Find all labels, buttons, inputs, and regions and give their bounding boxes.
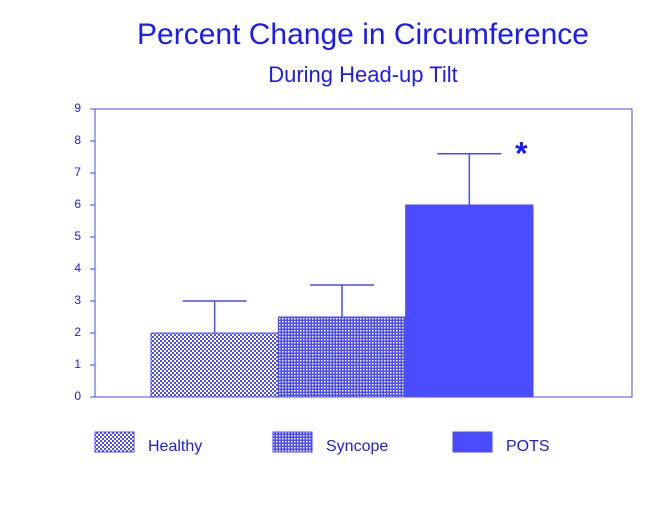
y-tick-label: 6: [74, 197, 81, 211]
y-tick-label: 9: [74, 101, 81, 115]
bar: [277, 316, 407, 398]
bar: [150, 332, 279, 398]
chart-subtitle: During Head-up Tilt: [268, 62, 458, 87]
significance-marker: *: [515, 135, 528, 171]
y-tick-label: 0: [74, 389, 81, 403]
legend-swatch: [452, 431, 493, 453]
y-tick-label: 8: [74, 133, 81, 147]
legend-label: POTS: [506, 438, 550, 455]
bar: [405, 204, 534, 398]
y-tick-label: 2: [74, 325, 81, 339]
chart-title: Percent Change in Circumference: [137, 18, 589, 51]
y-tick-label: 7: [74, 165, 81, 179]
y-tick-label: 4: [74, 261, 81, 275]
y-tick-label: 5: [74, 229, 81, 243]
y-tick-label: 1: [74, 357, 81, 371]
legend-label: Syncope: [326, 438, 388, 455]
y-tick-label: 3: [74, 293, 81, 307]
legend-swatch: [94, 431, 135, 453]
legend-label: Healthy: [148, 438, 202, 455]
legend-swatch: [272, 431, 313, 453]
